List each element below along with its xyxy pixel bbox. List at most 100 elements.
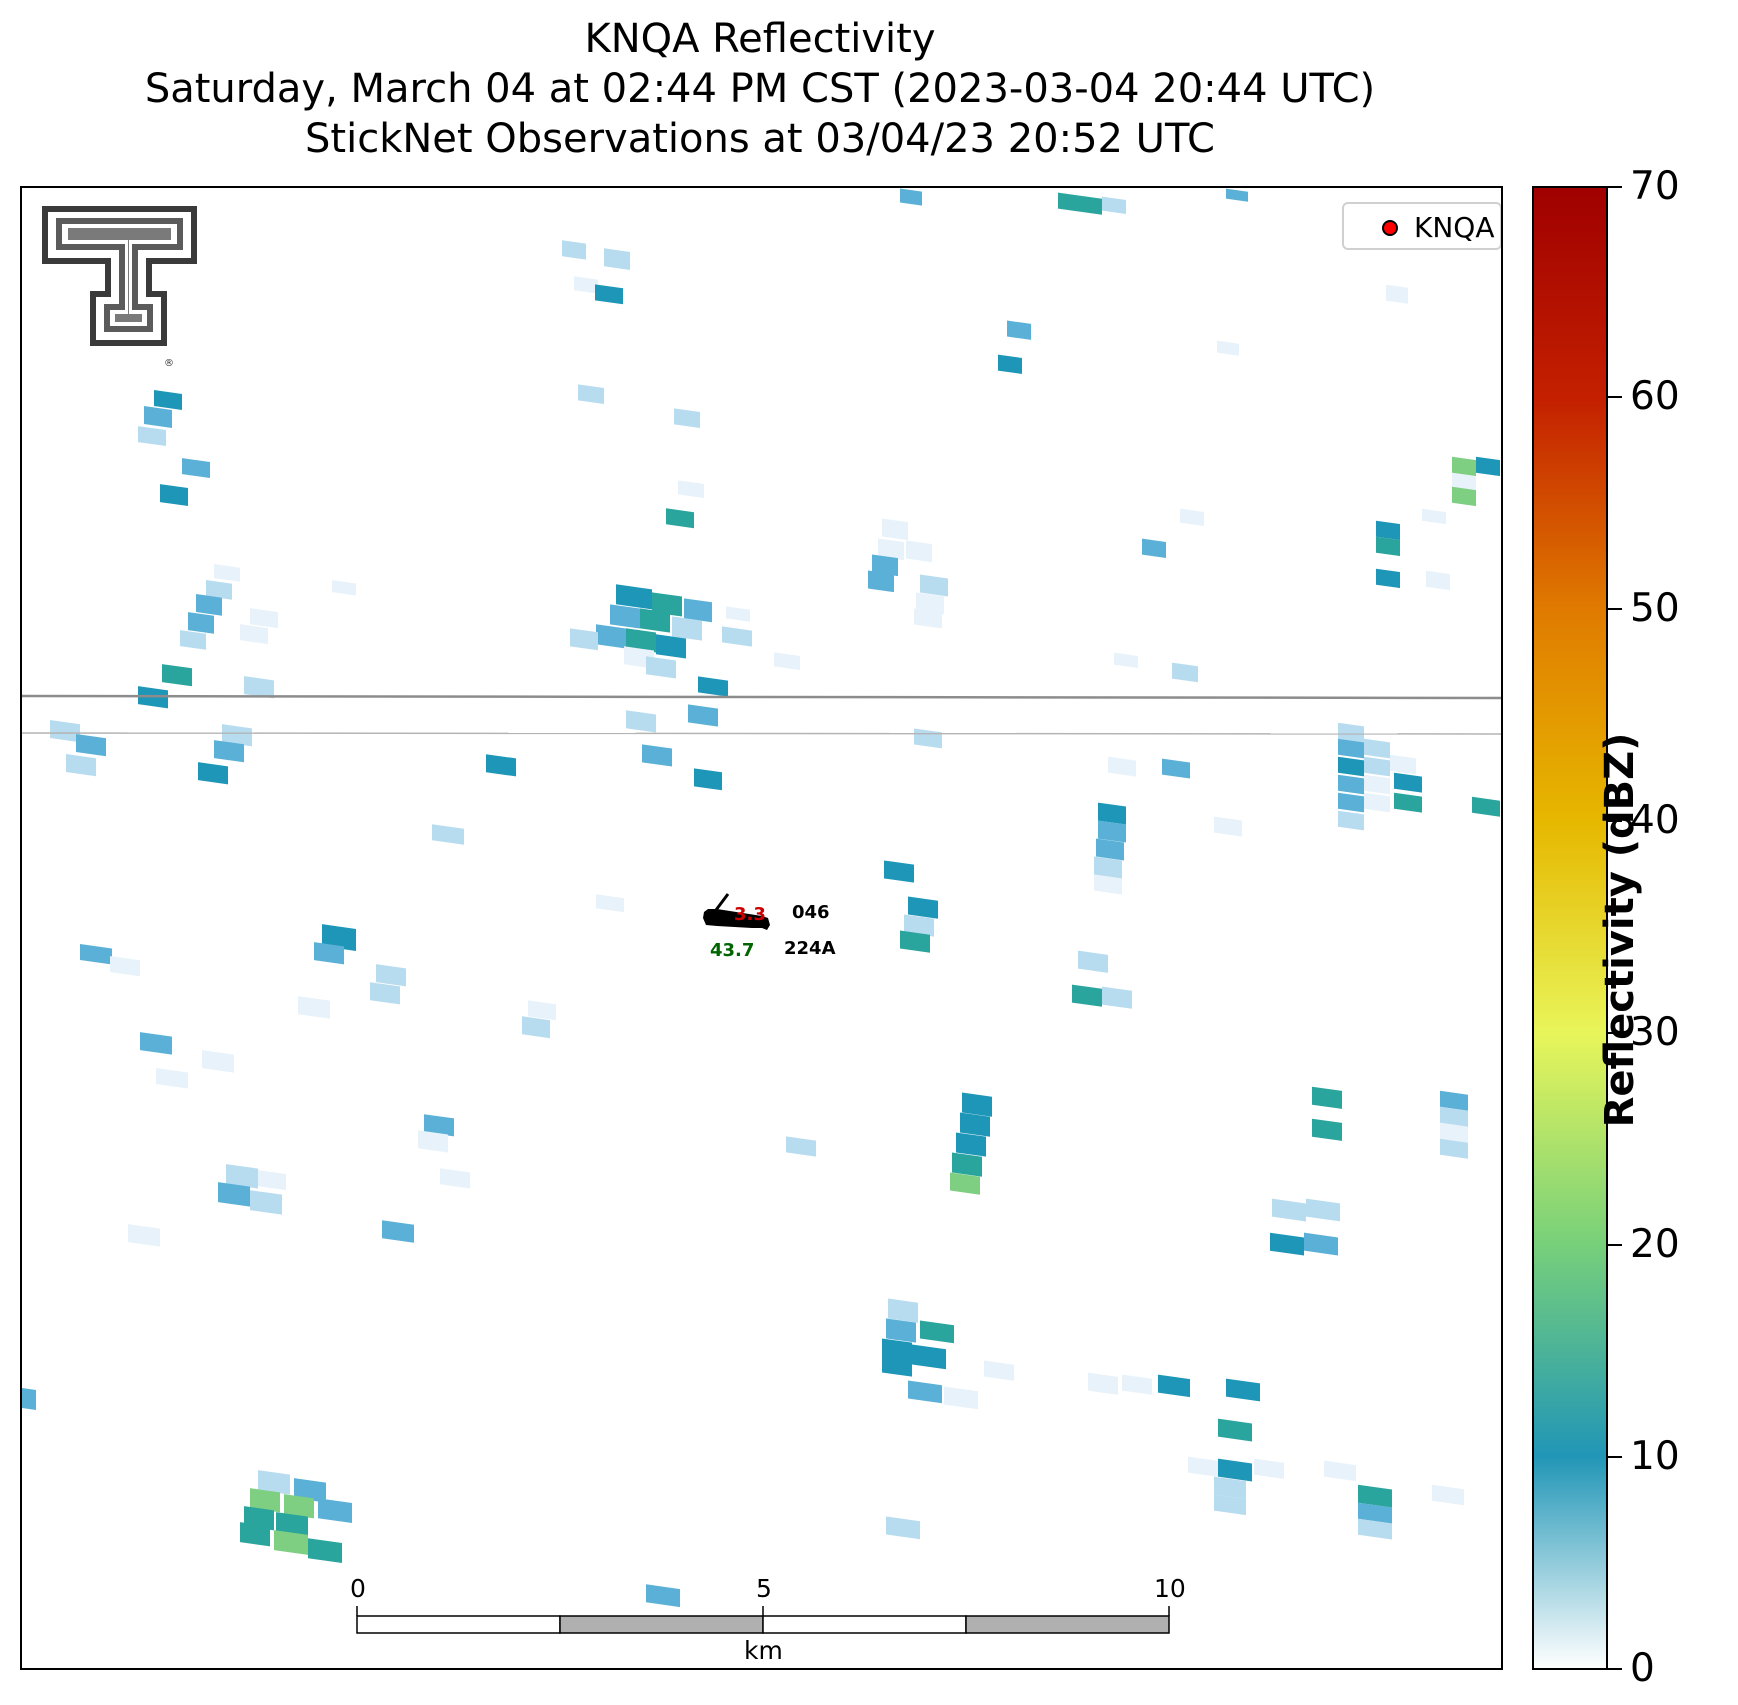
- reflectivity-pixel: [1440, 1106, 1468, 1127]
- reflectivity-pixel: [1364, 756, 1390, 777]
- reflectivity-pixel: [156, 1068, 188, 1089]
- reflectivity-pixel: [370, 982, 400, 1005]
- reflectivity-pixel: [240, 624, 268, 645]
- reflectivity-pixel: [1162, 758, 1190, 779]
- reflectivity-pixel: [950, 1172, 980, 1195]
- reflectivity-pixel: [912, 1344, 946, 1370]
- reflectivity-pixel: [128, 1224, 160, 1247]
- reflectivity-pixel: [188, 612, 214, 634]
- reflectivity-pixel: [1078, 950, 1108, 973]
- reflectivity-pixel: [314, 942, 344, 965]
- reflectivity-pixel: [1432, 1484, 1464, 1506]
- reflectivity-pixel: [1338, 722, 1364, 743]
- reflectivity-pixel: [596, 624, 626, 649]
- reflectivity-pixel: [688, 704, 718, 727]
- reflectivity-pixel: [646, 656, 676, 679]
- reflectivity-pixel: [182, 458, 210, 479]
- texas-tech-logo-icon: ®: [42, 206, 197, 369]
- reflectivity-pixel: [440, 1168, 470, 1189]
- reflectivity-pixel: [610, 604, 640, 629]
- reflectivity-pixel: [1476, 456, 1500, 477]
- colorbar-tick-0: 0: [1630, 1646, 1655, 1691]
- reflectivity-pixel: [22, 1388, 36, 1410]
- legend-label: KNQA: [1414, 211, 1495, 244]
- reflectivity-pixel: [76, 733, 106, 757]
- reflectivity-pixel: [432, 824, 464, 845]
- colorbar-tick-mark: [1608, 1456, 1622, 1458]
- reflectivity-pixel: [684, 598, 712, 623]
- reflectivity-pixel: [418, 1130, 448, 1153]
- reflectivity-pixel: [1426, 570, 1450, 591]
- reflectivity-pixel: [214, 740, 244, 763]
- reflectivity-pixel: [570, 628, 598, 651]
- reflectivity-pixel: [646, 1584, 680, 1608]
- reflectivity-pixel: [80, 944, 112, 965]
- reflectivity-pixel: [916, 592, 944, 615]
- reflectivity-pixel: [900, 188, 922, 206]
- reflectivity-pixel: [726, 606, 750, 622]
- reflectivity-pixel: [908, 1380, 942, 1404]
- reflectivity-pixel: [698, 676, 728, 697]
- reflectivity-pixel: [882, 518, 908, 541]
- reflectivity-pixel: [984, 1360, 1014, 1381]
- reflectivity-pixel: [66, 753, 96, 777]
- reflectivity-pixel: [274, 1530, 308, 1555]
- reflectivity-pixel: [872, 554, 898, 577]
- title-observations: StickNet Observations at 03/04/23 20:52 …: [305, 116, 1215, 162]
- reflectivity-pixel: [424, 1114, 454, 1137]
- wind-barb-staff: [714, 893, 730, 911]
- reflectivity-pixel: [1214, 816, 1242, 837]
- reflectivity-pixel: [1394, 772, 1422, 793]
- reflectivity-pixel: [1324, 1460, 1356, 1482]
- radar-site-marker-icon: [1382, 220, 1398, 236]
- reflectivity-pixel: [1358, 1518, 1392, 1540]
- colorbar-tick-mark: [1608, 1244, 1622, 1246]
- reflectivity-pixel: [998, 354, 1022, 374]
- map-legend: KNQA: [1342, 202, 1501, 250]
- reflectivity-pixel: [1214, 1476, 1246, 1500]
- reflectivity-pixel: [1364, 792, 1390, 813]
- colorbar-tick-mark: [1608, 608, 1622, 610]
- reflectivity-pixel: [884, 860, 914, 883]
- reflectivity-pixel: [1142, 538, 1166, 558]
- reflectivity-pixel: [1226, 188, 1248, 202]
- reflectivity-pixel: [960, 1112, 990, 1137]
- reflectivity-pixel: [694, 768, 722, 791]
- reflectivity-pixel: [110, 956, 140, 977]
- sticknet-station-plot[interactable]: 3.3 046 43.7 224A: [703, 893, 836, 961]
- reflectivity-layer: ® 3.3 046 43.7 224A: [22, 188, 1501, 1634]
- reflectivity-pixel: [1358, 1484, 1392, 1508]
- reflectivity-pixel: [222, 724, 252, 747]
- reflectivity-pixel: [626, 628, 656, 653]
- reflectivity-pixel: [1172, 662, 1198, 683]
- reflectivity-pixel: [1094, 874, 1122, 895]
- reflectivity-pixel: [138, 426, 166, 447]
- reflectivity-pixel: [250, 1190, 282, 1215]
- reflectivity-pixel: [1122, 1374, 1152, 1395]
- reflectivity-pixel: [162, 664, 192, 687]
- station-temperature: 3.3: [734, 904, 766, 925]
- colorbar-tick-50: 50: [1630, 586, 1680, 631]
- reflectivity-pixel: [154, 390, 182, 410]
- scalebar-tick-5: 5: [756, 1574, 772, 1603]
- reflectivity-pixel: [1312, 1086, 1342, 1109]
- reflectivity-pixel: [616, 584, 652, 610]
- reflectivity-pixel: [1218, 1418, 1252, 1442]
- reflectivity-pixel: [1440, 1122, 1468, 1143]
- reflectivity-pixel: [1088, 1372, 1118, 1395]
- reflectivity-pixel: [1272, 1198, 1306, 1222]
- reflectivity-pixel: [786, 1136, 816, 1157]
- reflectivity-pixel: [528, 1000, 556, 1021]
- reflectivity-pixel: [1394, 792, 1422, 813]
- radar-map[interactable]: ® 3.3 046 43.7 224A 0 5 10 km KNQA: [20, 186, 1503, 1670]
- reflectivity-pixel: [1304, 1232, 1338, 1256]
- reflectivity-pixel: [1338, 756, 1364, 777]
- reflectivity-pixel: [1188, 1456, 1218, 1477]
- reflectivity-pixel: [774, 652, 800, 671]
- reflectivity-pixel: [1007, 320, 1031, 340]
- reflectivity-pixel: [250, 608, 278, 629]
- reflectivity-pixel: [886, 1318, 916, 1343]
- reflectivity-pixel: [1226, 1378, 1260, 1402]
- reflectivity-pixel: [376, 964, 406, 987]
- reflectivity-pixel: [1096, 838, 1124, 861]
